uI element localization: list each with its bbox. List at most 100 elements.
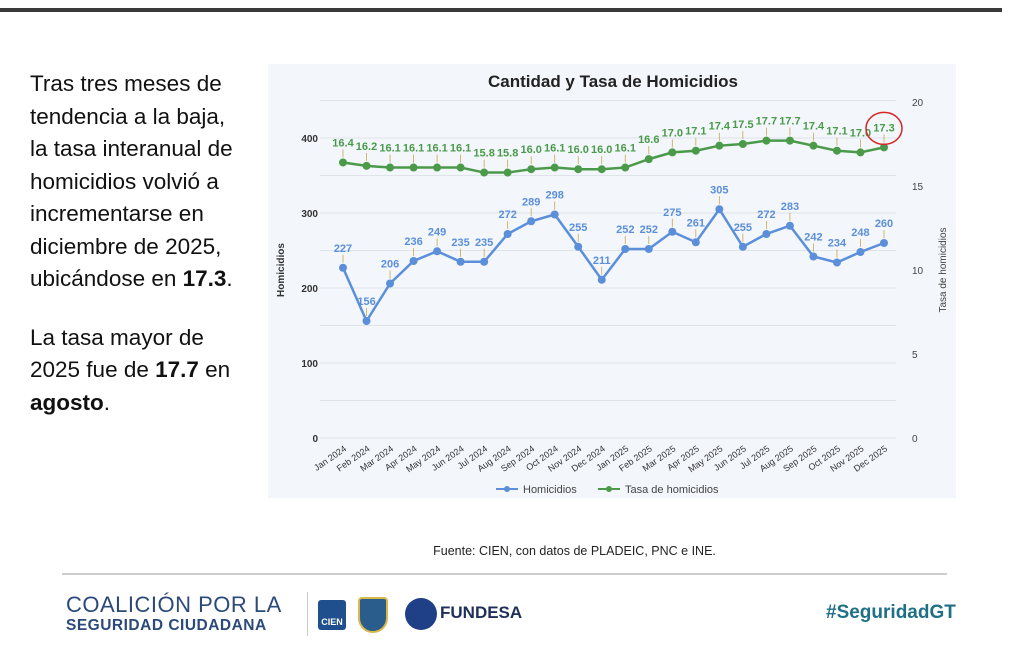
data-label: 261	[687, 217, 705, 229]
data-label: 16.0	[520, 144, 541, 156]
data-point	[809, 252, 818, 261]
data-label: 252	[640, 224, 658, 236]
data-point	[433, 247, 442, 256]
data-label: 235	[451, 237, 469, 249]
data-point	[480, 168, 489, 177]
data-point	[597, 275, 606, 284]
legend-marker	[504, 486, 510, 492]
data-point	[503, 168, 512, 177]
data-label: 16.1	[426, 143, 447, 155]
data-label: 16.6	[638, 134, 659, 146]
coalicion-logo: COALICIÓN POR LA SEGURIDAD CIUDADANA	[66, 594, 282, 634]
data-label: 16.1	[450, 143, 471, 155]
data-point	[785, 221, 794, 230]
data-label: 17.4	[709, 121, 731, 133]
data-label: 17.7	[779, 116, 800, 128]
data-label: 16.1	[544, 143, 565, 155]
shield-logo-icon	[358, 597, 388, 633]
data-point	[856, 248, 865, 256]
data-point	[339, 158, 347, 167]
y-tick-label: 0	[312, 434, 318, 445]
data-point	[503, 230, 512, 238]
text-bold: 17.7	[155, 357, 199, 382]
data-label: 242	[804, 232, 822, 244]
text-bold: agosto	[30, 389, 104, 415]
separator	[307, 592, 308, 636]
data-label: 236	[404, 236, 422, 248]
data-label: 156	[357, 296, 375, 308]
data-label: 16.1	[403, 143, 424, 155]
data-point	[715, 205, 724, 214]
y2-tick-label: 10	[912, 266, 924, 277]
data-point	[738, 242, 747, 251]
data-point	[386, 163, 395, 172]
data-point	[856, 148, 865, 157]
data-label: 260	[875, 218, 893, 230]
data-label: 235	[475, 237, 493, 249]
legend-label: Homicidios	[523, 484, 577, 496]
data-point	[409, 163, 418, 172]
data-label: 17.1	[685, 126, 706, 138]
data-point	[550, 163, 559, 172]
data-point	[386, 279, 395, 288]
data-point	[456, 257, 465, 266]
y2-tick-label: 15	[912, 182, 924, 193]
data-label: 206	[381, 259, 399, 271]
data-point	[621, 245, 630, 253]
text: Tras tres meses de tendencia a la baja, …	[30, 71, 233, 291]
data-label: 298	[546, 190, 564, 202]
legend-marker	[606, 486, 612, 492]
y2-axis-label: Tasa de homicidios	[938, 227, 949, 312]
data-point	[362, 317, 371, 325]
data-label: 252	[616, 224, 634, 236]
text: La tasa mayor de 2025 fue de	[30, 324, 204, 383]
y-tick-label: 300	[301, 209, 318, 220]
data-label: 249	[428, 226, 446, 238]
logo-line2: SEGURIDAD CIUDADANA	[66, 617, 267, 634]
data-label: 16.0	[591, 144, 612, 156]
data-point	[527, 217, 536, 226]
data-point	[691, 238, 700, 247]
y-tick-label: 400	[301, 134, 318, 145]
data-label: 15.8	[497, 148, 518, 160]
data-label: 305	[710, 184, 728, 196]
text-bold: 17.3	[182, 266, 227, 291]
data-point	[644, 245, 653, 253]
data-label: 17.4	[803, 121, 825, 133]
data-point	[880, 143, 888, 152]
data-label: 255	[569, 222, 587, 234]
divider	[62, 573, 947, 575]
data-label: 272	[498, 209, 516, 221]
data-point	[668, 148, 677, 157]
series-line-homicidios	[341, 207, 885, 324]
y-axis-label: Homicidios	[276, 243, 287, 297]
data-label: 16.2	[356, 141, 377, 153]
data-label: 234	[828, 238, 847, 250]
data-label: 15.8	[473, 148, 494, 160]
data-label: 227	[334, 243, 352, 255]
data-label: 17.3	[873, 122, 894, 134]
data-label: 275	[663, 207, 681, 219]
data-label: 255	[734, 222, 752, 234]
data-label: 17.5	[732, 119, 753, 131]
data-point	[574, 242, 583, 251]
fundesa-logo: FUNDESA	[440, 603, 523, 622]
data-point	[644, 155, 653, 164]
data-point	[433, 163, 442, 172]
data-label: 283	[781, 201, 799, 213]
hashtag: #SeguridadGT	[826, 602, 956, 623]
data-point	[880, 239, 888, 247]
data-label: 16.1	[379, 143, 400, 155]
text: .	[103, 389, 111, 415]
highlight-circle	[865, 111, 903, 146]
text: .	[226, 266, 233, 291]
data-point	[527, 165, 536, 174]
y2-tick-label: 5	[912, 350, 918, 361]
cien-logo: CIEN	[318, 600, 346, 630]
data-label: 211	[593, 255, 611, 267]
y2-tick-label: 20	[912, 98, 924, 109]
data-point	[456, 163, 465, 172]
data-label: 16.4	[332, 137, 354, 149]
data-point	[362, 161, 371, 170]
